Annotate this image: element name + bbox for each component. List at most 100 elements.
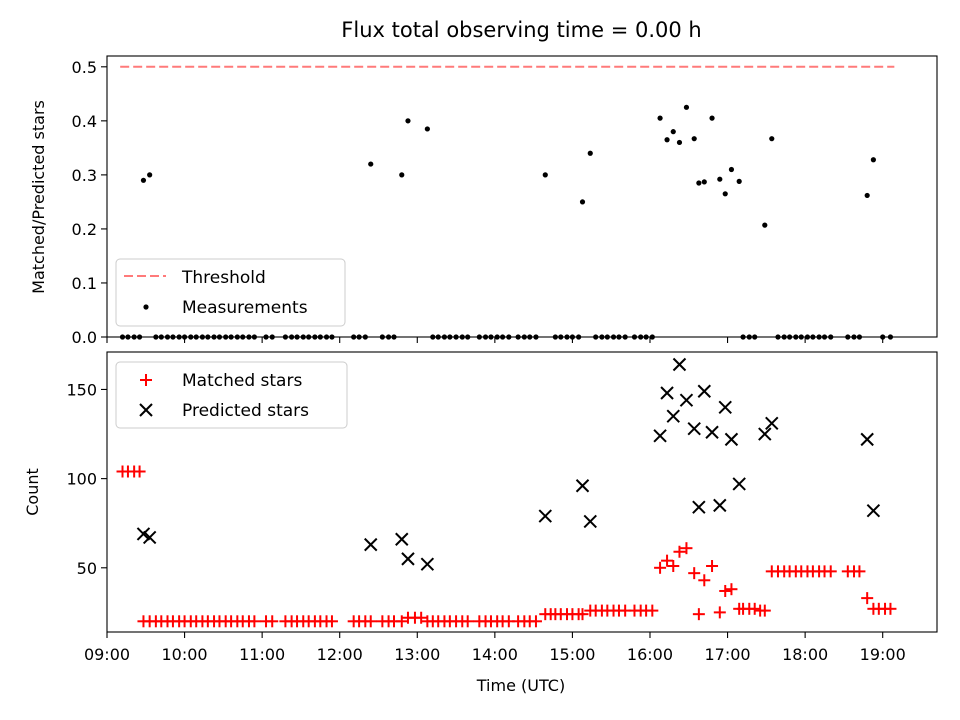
legend-predicted-swatch bbox=[139, 403, 153, 417]
predicted-star-marker bbox=[758, 427, 772, 441]
legend-threshold-label: Threshold bbox=[181, 268, 266, 288]
predicted-star-marker bbox=[718, 400, 732, 414]
bottom-x-tick-label: 14:00 bbox=[472, 645, 518, 664]
predicted-star-marker bbox=[724, 432, 739, 447]
x-axis-label: Time (UTC) bbox=[476, 676, 565, 695]
top-panel: 0.0 0.1 0.2 0.3 0.4 0.5 Threshold Measurements bbox=[72, 55, 938, 347]
matched-star-marker bbox=[673, 545, 686, 558]
matched-star-marker bbox=[646, 604, 659, 617]
top-y-tick-label: 0.3 bbox=[72, 166, 97, 185]
top-y-tick-label: 0.2 bbox=[72, 220, 97, 239]
top-legend: Threshold Measurements bbox=[115, 258, 346, 327]
bottom-y-axis-label: Count bbox=[23, 468, 42, 516]
measurement-point bbox=[147, 172, 153, 178]
predicted-star-marker bbox=[420, 557, 435, 571]
predicted-star-marker bbox=[765, 416, 779, 431]
matched-star-marker bbox=[698, 574, 711, 587]
bottom-y-tick-label: 100 bbox=[66, 470, 97, 489]
legend-predicted-label: Predicted stars bbox=[182, 401, 309, 421]
measurement-point bbox=[424, 126, 430, 132]
matched-star-marker bbox=[884, 602, 897, 615]
matched-star-marker bbox=[719, 584, 732, 597]
bottom-x-tick-label: 11:00 bbox=[239, 645, 285, 664]
measurement-point bbox=[722, 191, 728, 197]
measurement-point bbox=[657, 115, 663, 121]
legend-measurement-label: Measurements bbox=[182, 298, 308, 318]
predicted-star-marker bbox=[672, 357, 687, 372]
measurement-point bbox=[683, 104, 690, 110]
matched-star-marker bbox=[713, 606, 726, 619]
predicted-star-marker bbox=[653, 429, 667, 443]
predicted-star-marker bbox=[136, 527, 151, 541]
measurement-point bbox=[140, 177, 147, 183]
bottom-x-tick-label: 12:00 bbox=[317, 645, 363, 664]
predicted-star-marker bbox=[732, 477, 746, 491]
matched-star-marker bbox=[654, 561, 667, 574]
measurement-point bbox=[368, 161, 374, 167]
matched-star-marker bbox=[725, 583, 738, 596]
matched-star-marker bbox=[395, 615, 408, 628]
predicted-star-marker bbox=[538, 509, 552, 523]
page-title: Flux total observing time = 0.00 h bbox=[341, 18, 702, 42]
predicted-star-marker bbox=[142, 530, 157, 545]
bottom-x-tick-label: 19:00 bbox=[860, 645, 906, 664]
predicted-star-marker bbox=[705, 425, 719, 439]
matched-star-marker bbox=[661, 554, 674, 567]
measurement-point bbox=[670, 129, 676, 135]
measurement-point bbox=[717, 176, 723, 182]
bottom-legend: Matched stars Predicted stars bbox=[115, 361, 348, 429]
measurement-point bbox=[664, 137, 670, 143]
measurement-point bbox=[696, 180, 702, 186]
predicted-star-marker bbox=[660, 386, 674, 400]
matched-star-marker bbox=[861, 592, 874, 605]
matched-star-marker bbox=[692, 608, 705, 621]
measurement-point bbox=[405, 118, 411, 124]
bottom-x-tick-label: 16:00 bbox=[627, 645, 673, 664]
top-axes-frame bbox=[106, 55, 938, 338]
predicted-star-marker bbox=[692, 500, 706, 514]
bottom-x-tick-label: 15:00 bbox=[549, 645, 595, 664]
bottom-axes-frame bbox=[106, 351, 938, 633]
top-y-tick-label: 0.5 bbox=[72, 58, 97, 77]
matched-star-marker bbox=[133, 465, 146, 478]
measurement-point bbox=[728, 166, 735, 173]
measurement-point bbox=[691, 136, 697, 142]
matched-star-marker bbox=[576, 608, 589, 621]
measurement-point bbox=[542, 172, 548, 178]
matched-star-marker bbox=[266, 615, 279, 628]
bottom-x-tick-label: 09:00 bbox=[84, 645, 130, 664]
top-legend-box bbox=[115, 258, 346, 327]
bottom-legend-box bbox=[115, 361, 348, 429]
matched-star-marker bbox=[688, 567, 701, 580]
matched-star-marker bbox=[415, 611, 428, 624]
legend-matched-label: Matched stars bbox=[182, 371, 302, 391]
predicted-star-marker bbox=[364, 537, 378, 552]
bottom-x-tick-label: 17:00 bbox=[705, 645, 751, 664]
measurement-point bbox=[701, 179, 707, 185]
predicted-star-marker bbox=[866, 504, 881, 518]
matched-star-marker bbox=[853, 565, 866, 578]
measurement-point bbox=[676, 139, 683, 146]
bottom-y-tick-label: 150 bbox=[66, 380, 97, 399]
measurement-point bbox=[864, 192, 870, 199]
legend-matched-swatch bbox=[140, 374, 152, 386]
measurement-point bbox=[769, 136, 775, 142]
top-y-tick-label: 0.4 bbox=[72, 112, 97, 131]
matched-star-marker bbox=[824, 565, 837, 578]
matched-star-marker bbox=[529, 615, 542, 628]
predicted-star-marker bbox=[697, 384, 711, 398]
top-y-tick-label: 0.0 bbox=[72, 328, 97, 347]
matched-star-marker bbox=[461, 615, 474, 628]
measurement-point bbox=[399, 172, 405, 178]
matched-star-marker bbox=[325, 615, 338, 628]
measurement-point bbox=[870, 157, 876, 163]
legend-measurement-swatch bbox=[143, 304, 149, 310]
predicted-star-marker bbox=[679, 393, 694, 407]
predicted-star-marker bbox=[666, 409, 680, 423]
predicted-star-marker bbox=[401, 552, 415, 566]
predicted-star-marker bbox=[687, 421, 701, 436]
bottom-panel: 50 100 150 09:00 10:00 11:00 12:00 13:00 14:00 15… bbox=[66, 351, 938, 664]
matched-star-marker bbox=[667, 560, 680, 573]
predicted-star-marker bbox=[583, 514, 597, 529]
